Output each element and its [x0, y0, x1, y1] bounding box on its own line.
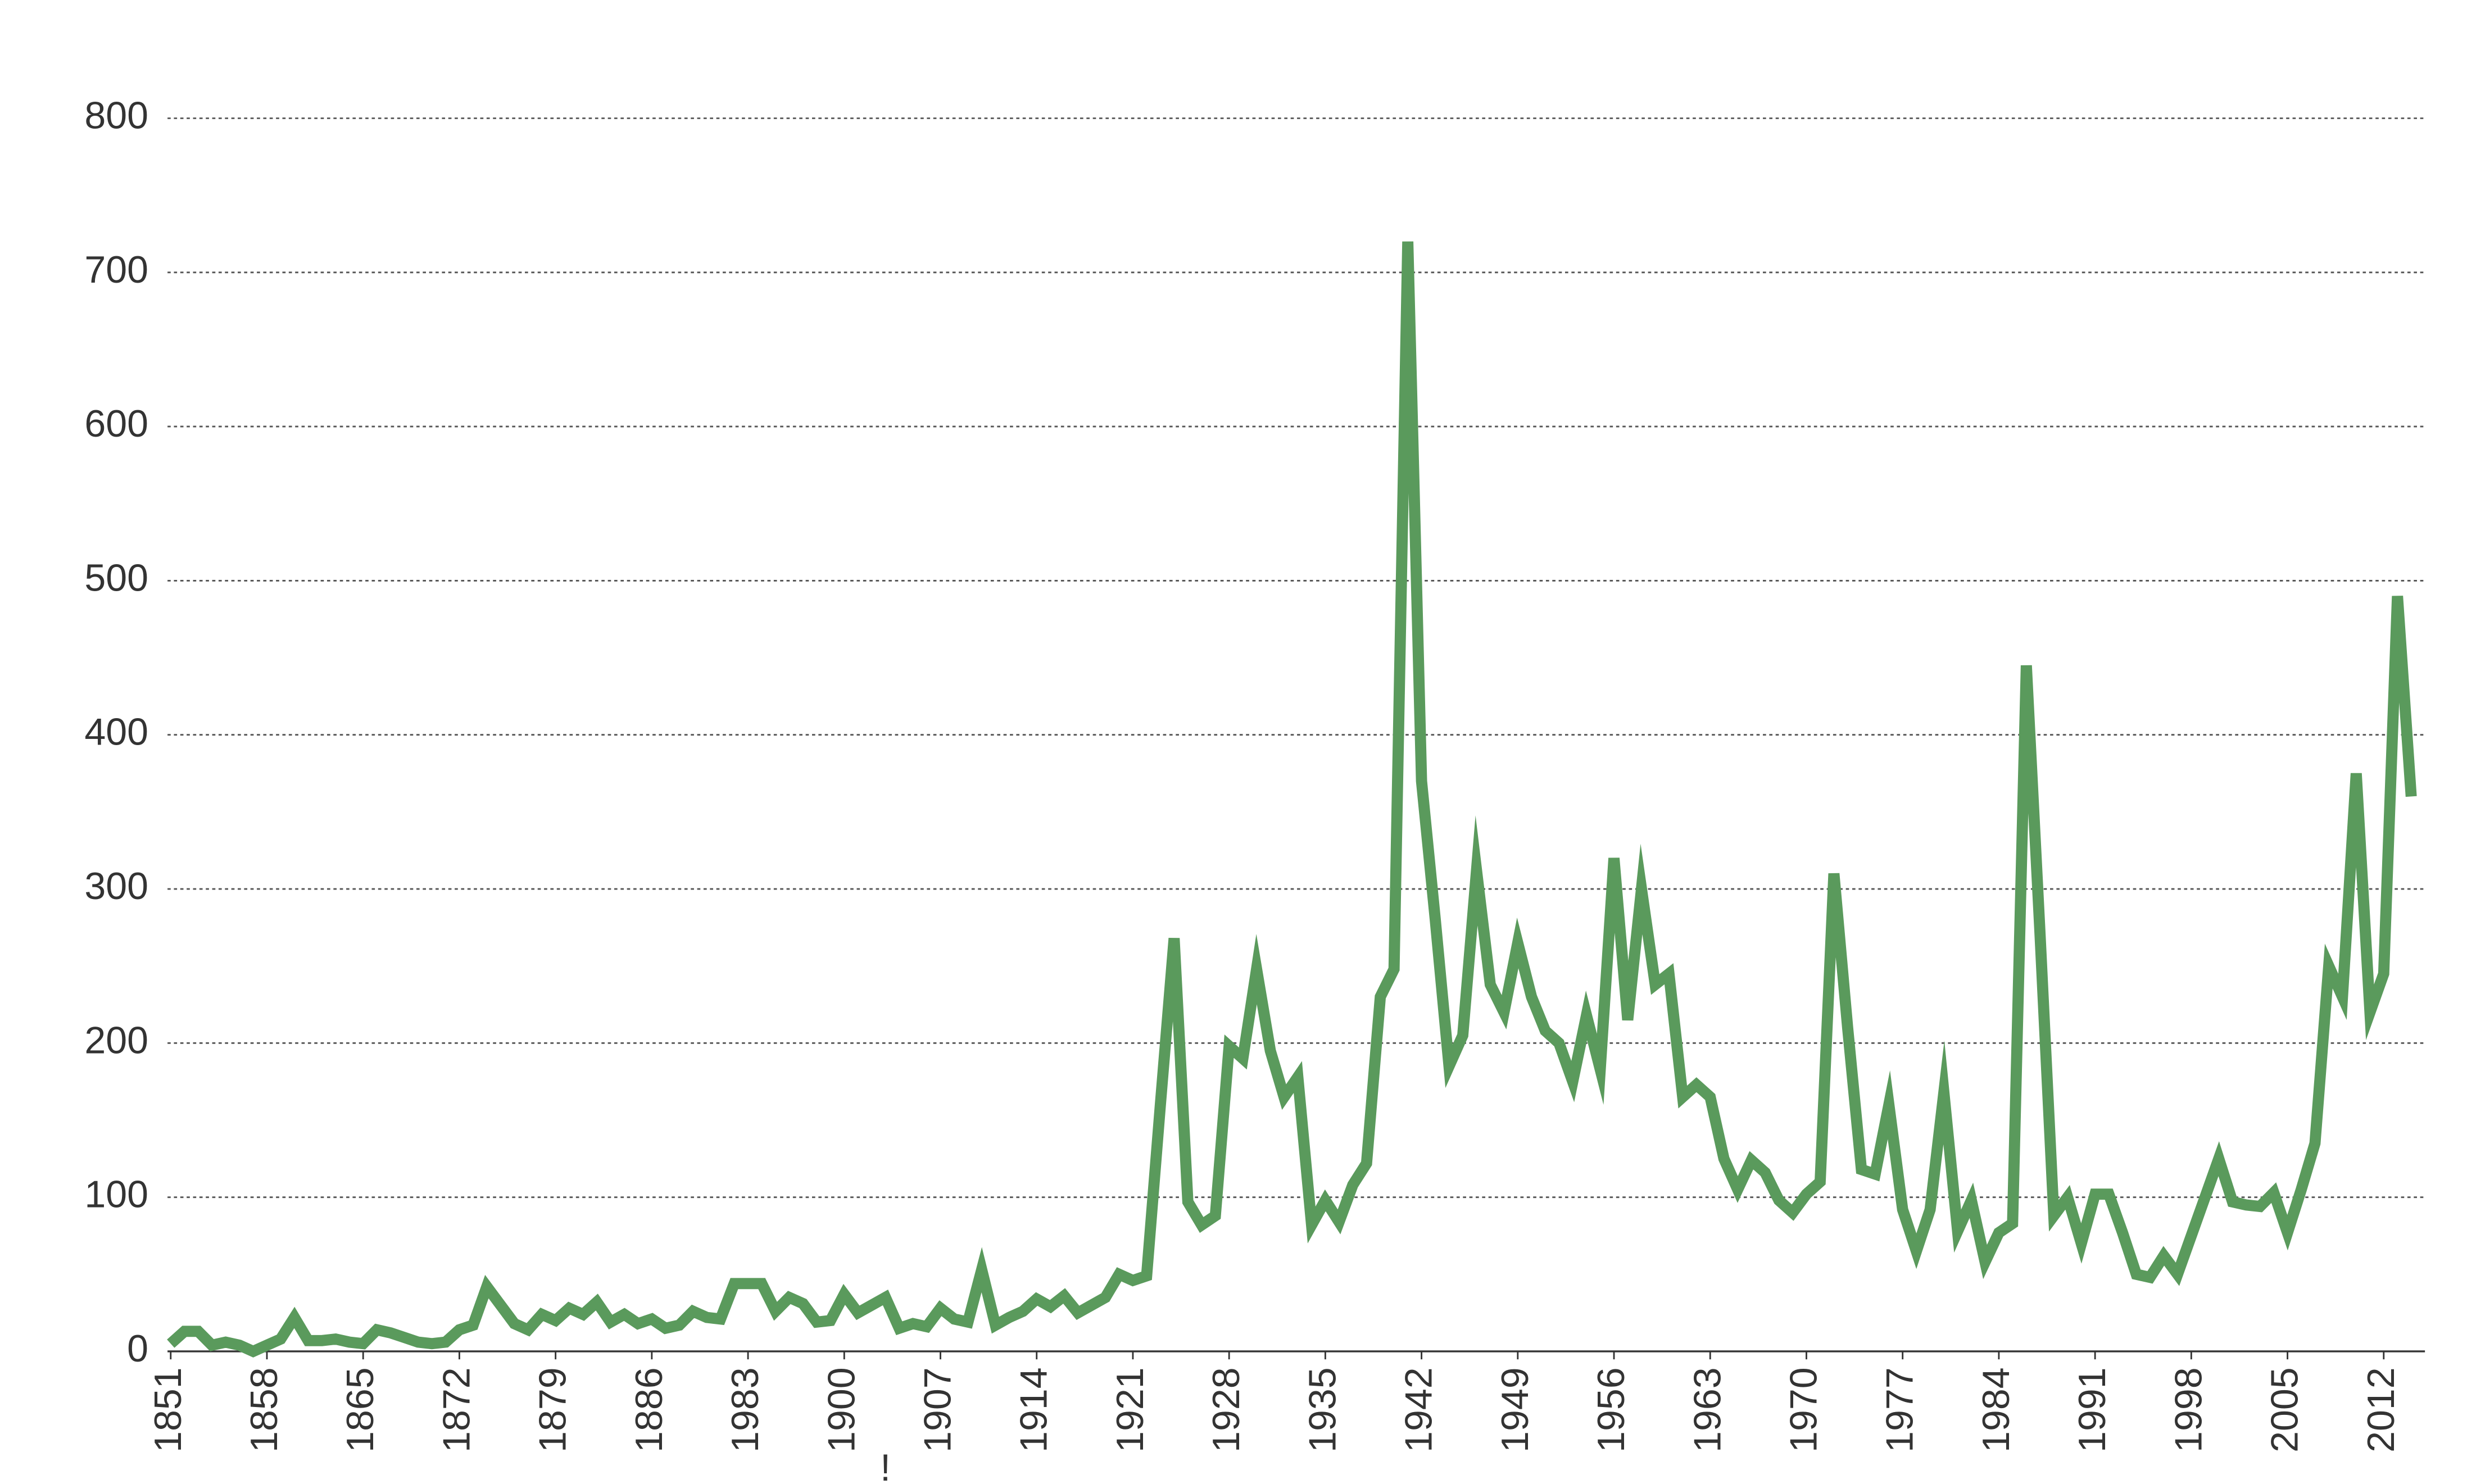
y-tick-label: 800 — [84, 94, 148, 137]
y-tick-label: 200 — [84, 1019, 148, 1061]
y-tick-label: 400 — [84, 711, 148, 754]
y-tick-label: 700 — [84, 248, 148, 291]
x-tick-label: 2005 — [2264, 1367, 2306, 1453]
x-tick-label: 1914 — [1013, 1367, 1055, 1453]
data-line — [167, 241, 2417, 1358]
x-tick-label: 1935 — [1301, 1367, 1344, 1453]
x-tick-label: 1872 — [435, 1367, 478, 1453]
x-tick-label: 1977 — [1879, 1367, 1921, 1453]
x-tick-label: 1970 — [1782, 1367, 1825, 1453]
x-tick-label: 1942 — [1398, 1367, 1440, 1453]
y-tick-label: 600 — [84, 402, 148, 445]
y-tick-label: 500 — [84, 556, 148, 599]
x-tick-label: 1963 — [1686, 1367, 1729, 1453]
x-tick-label: 1956 — [1590, 1367, 1632, 1453]
y-tick-label: 300 — [84, 865, 148, 907]
x-tick-label: 1949 — [1494, 1367, 1536, 1453]
x-tick-label: 2012 — [2360, 1367, 2402, 1453]
x-tick-label: 1921 — [1109, 1367, 1151, 1453]
y-tick-label: 0 — [127, 1327, 148, 1370]
x-tick-label: 1851 — [147, 1367, 189, 1453]
x-tick-label: 1998 — [2167, 1367, 2210, 1453]
x-tick-label: 1879 — [532, 1367, 574, 1453]
x-tick-label: 1886 — [628, 1367, 670, 1453]
x-tick-label: 1991 — [2071, 1367, 2114, 1453]
annotation: ! — [880, 1446, 891, 1484]
x-tick-label: 1900 — [820, 1367, 863, 1453]
x-tick-label: 1984 — [1975, 1367, 2017, 1453]
x-tick-label: 1858 — [243, 1367, 285, 1453]
x-tick-label: 1865 — [339, 1367, 382, 1453]
x-tick-label: 1907 — [917, 1367, 959, 1453]
x-tick-label: 1928 — [1205, 1367, 1248, 1453]
y-tick-label: 100 — [84, 1173, 148, 1216]
x-tick-label: 1983 — [724, 1367, 767, 1453]
